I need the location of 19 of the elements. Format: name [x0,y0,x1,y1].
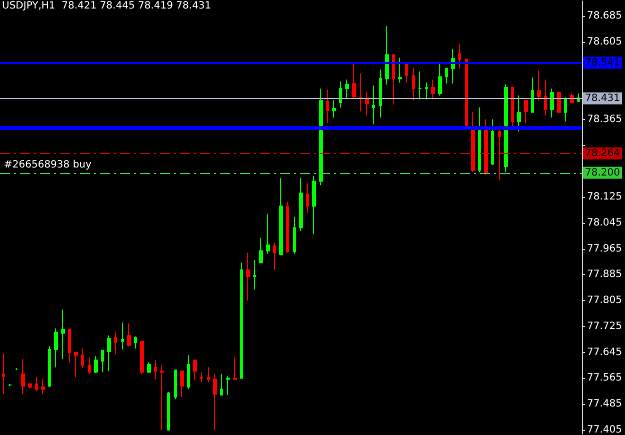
y-tick-label: 77.725 [587,320,622,332]
ref-line-label: 78.200 [585,167,620,178]
annotation: #266568938 buy [4,159,92,170]
chart-title: USDJPY,H1 78.421 78.445 78.419 78.431 [2,0,212,12]
y-tick-label: 78.125 [587,192,622,203]
y-tick-label: 77.885 [587,269,622,280]
ref-line-label: 78.264 [585,148,620,159]
y-tick-label: 77.805 [587,295,622,306]
ref-line-label: 78.541 [585,57,620,68]
y-tick-label: 78.685 [587,10,622,22]
y-tick-label: 77.645 [587,346,622,358]
ref-line-label: 78.431 [585,92,620,104]
y-tick-label: 78.605 [587,36,622,48]
y-tick-label: 78.045 [587,217,622,228]
y-tick-label: 77.965 [587,243,622,254]
y-tick-label: 77.405 [587,424,622,435]
y-tick-label: 77.485 [587,398,622,410]
y-tick-label: 77.565 [587,372,622,384]
y-tick-label: 78.365 [587,114,622,125]
